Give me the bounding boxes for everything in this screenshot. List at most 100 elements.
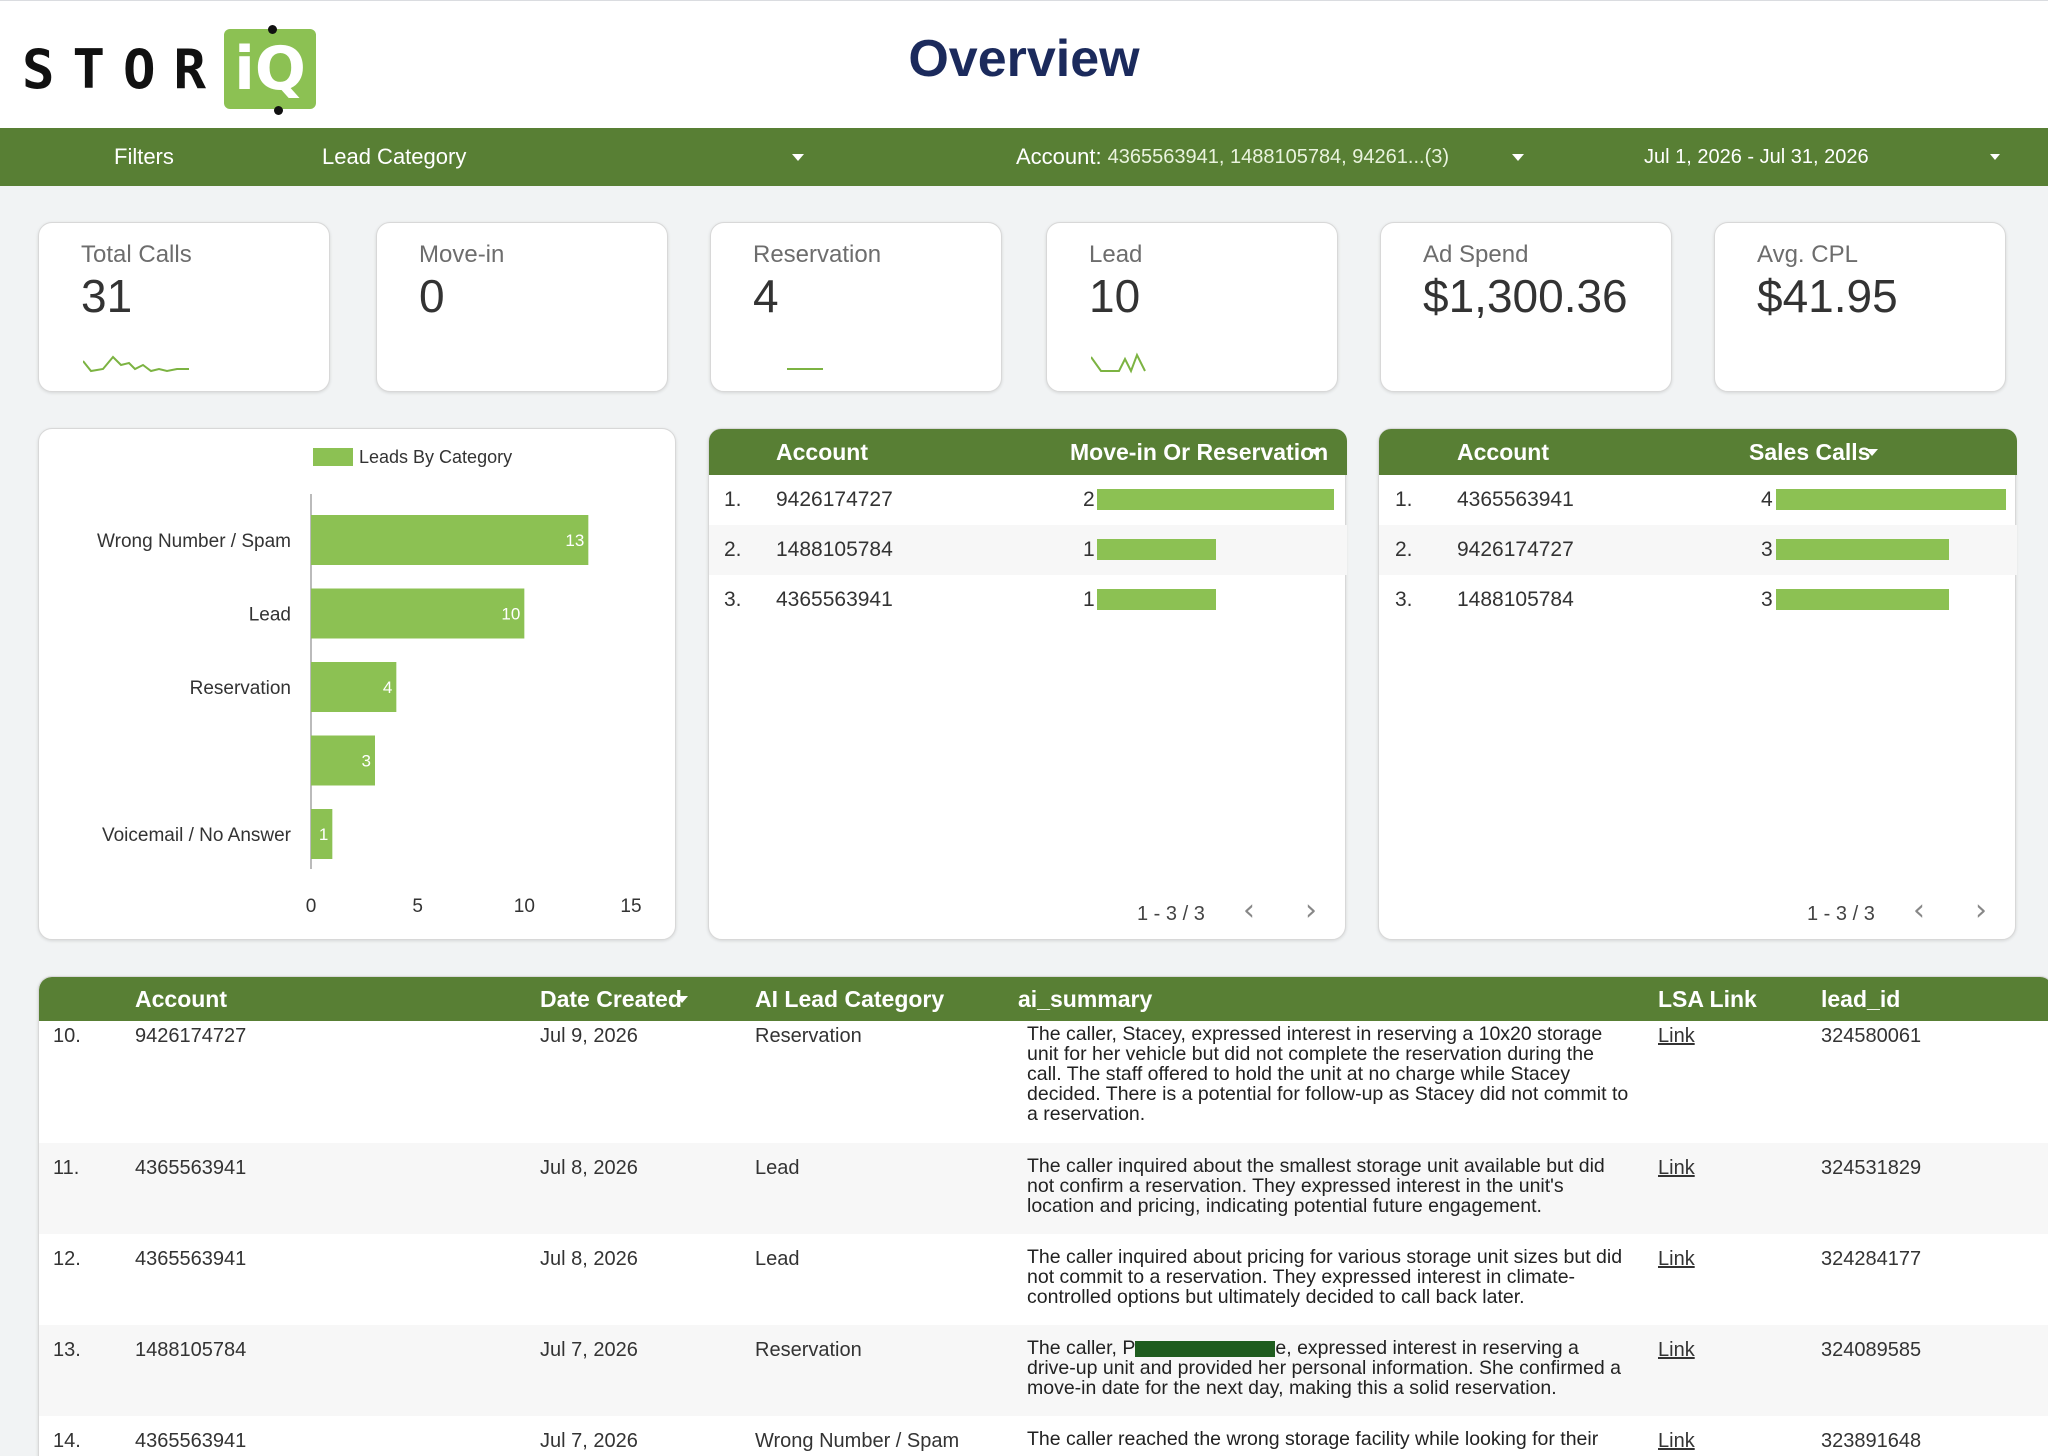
col-lsa-link-header[interactable]: LSA Link xyxy=(1658,986,1757,1012)
table-row[interactable]: 3. 4365563941 1 xyxy=(709,575,1347,625)
kpi-label: Total Calls xyxy=(81,241,192,268)
col-ai-lead-category-header[interactable]: AI Lead Category xyxy=(755,986,945,1012)
table-row[interactable]: 2. 1488105784 1 xyxy=(709,525,1347,575)
col-account-header[interactable]: Account xyxy=(776,439,868,465)
lsa-link[interactable]: Link xyxy=(1658,1025,1695,1047)
row-account: 9426174727 xyxy=(1457,538,1574,561)
category-label: Reservation xyxy=(190,678,291,699)
account-filter[interactable]: Account: 4365563941, 1488105784, 94261..… xyxy=(1016,128,1524,186)
row-ai-lead-category: Reservation xyxy=(755,1025,862,1047)
logo-badge-text: iQ xyxy=(234,34,306,104)
kpi-value: $1,300.36 xyxy=(1423,270,1628,322)
col-account-header[interactable]: Account xyxy=(1457,439,1549,465)
col-date-created-header[interactable]: Date Created xyxy=(540,986,682,1012)
category-label: Lead xyxy=(249,605,291,626)
filter-bar: Filters Lead Category Account: 436556394… xyxy=(0,128,2048,186)
next-page-icon[interactable]: › xyxy=(1305,893,1317,928)
legend-swatch xyxy=(313,448,353,466)
kpi-card-total-calls: Total Calls 31 xyxy=(38,222,330,392)
table-row[interactable]: 1. 4365563941 4 xyxy=(1379,475,2017,525)
row-index: 3. xyxy=(1395,588,1413,611)
row-account: 1488105784 xyxy=(1457,588,1574,611)
kpi-card-avg-cpl: Avg. CPL $41.95 xyxy=(1714,222,2006,392)
leads-by-category-chart: Leads By Category 13 Wrong Number / Spam 1… xyxy=(38,428,676,940)
table-header: Account Move-in Or Reservation xyxy=(709,429,1347,475)
chevron-down-icon xyxy=(1990,154,2000,160)
sort-desc-icon[interactable] xyxy=(676,996,688,1003)
prev-page-icon[interactable]: ‹ xyxy=(1913,893,1925,928)
row-lead-id: 324284177 xyxy=(1821,1248,1922,1270)
row-value: 1 xyxy=(1083,538,1095,561)
sales-calls-table: Account Sales Calls 1. 4365563941 4 2. 9… xyxy=(1378,428,2017,940)
row-index: 3. xyxy=(724,588,742,611)
redaction-block xyxy=(1135,1340,1276,1357)
row-value-bar xyxy=(1776,539,1949,560)
pagination-label: 1 - 3 / 3 xyxy=(1137,903,1205,925)
col-account-header[interactable]: Account xyxy=(135,986,227,1012)
row-index: 10. xyxy=(53,1025,81,1047)
chart-bar[interactable] xyxy=(311,735,375,786)
table-row[interactable]: 13. 1488105784 Jul 7, 2026 Reservation T… xyxy=(39,1325,2048,1416)
x-tick-label: 10 xyxy=(514,896,535,917)
data-label: 1 xyxy=(319,825,328,844)
col-sales-calls-header[interactable]: Sales Calls xyxy=(1749,439,1871,465)
row-index: 1. xyxy=(724,488,742,511)
lsa-link[interactable]: Link xyxy=(1658,1248,1695,1270)
table-row[interactable]: 3. 1488105784 3 xyxy=(1379,575,2017,625)
storiq-logo[interactable]: STOR iQ xyxy=(22,19,317,119)
kpi-label: Avg. CPL xyxy=(1757,241,1858,268)
lsa-link[interactable]: Link xyxy=(1658,1339,1695,1361)
prev-page-icon[interactable]: ‹ xyxy=(1243,893,1255,928)
kpi-label: Ad Spend xyxy=(1423,241,1529,268)
chevron-down-icon xyxy=(792,154,804,161)
row-value: 2 xyxy=(1083,488,1095,511)
lsa-link[interactable]: Link xyxy=(1658,1430,1695,1452)
row-date-created: Jul 7, 2026 xyxy=(540,1430,638,1452)
kpi-value: 31 xyxy=(81,270,133,322)
data-label: 3 xyxy=(362,752,371,771)
row-account: 4365563941 xyxy=(135,1248,247,1270)
sort-desc-icon[interactable] xyxy=(1866,449,1878,456)
row-account: 9426174727 xyxy=(135,1025,247,1047)
lead-category-filter[interactable]: Lead Category xyxy=(322,128,804,186)
category-label: Wrong Number / Spam xyxy=(97,531,291,552)
chart-bar[interactable] xyxy=(311,515,589,565)
kpi-card-move-in: Move-in 0 xyxy=(376,222,668,392)
sort-desc-icon[interactable] xyxy=(1310,449,1322,456)
table-row[interactable]: 10. 9426174727 Jul 9, 2026 Reservation T… xyxy=(39,1021,2048,1143)
chart-bar[interactable] xyxy=(311,588,525,639)
chart-bar[interactable] xyxy=(311,809,333,859)
table-row[interactable]: 1. 9426174727 2 xyxy=(709,475,1347,525)
col-ai-summary-header[interactable]: ai_summary xyxy=(1018,986,1153,1012)
row-value-bar xyxy=(1097,489,1334,510)
date-range-value: Jul 1, 2026 - Jul 31, 2026 xyxy=(1644,145,1869,168)
row-account: 4365563941 xyxy=(135,1157,247,1179)
col-lead-id-header[interactable]: lead_id xyxy=(1821,986,1901,1012)
row-account: 9426174727 xyxy=(776,488,893,511)
lead-category-label: Lead Category xyxy=(322,144,467,169)
row-lead-id: 324580061 xyxy=(1821,1025,1922,1047)
lsa-link[interactable]: Link xyxy=(1658,1157,1695,1179)
move-in-reservation-table: Account Move-in Or Reservation 1. 942617… xyxy=(708,428,1347,940)
next-page-icon[interactable]: › xyxy=(1975,893,1987,928)
table-row[interactable]: 2. 9426174727 3 xyxy=(1379,525,2017,575)
table-row[interactable]: 12. 4365563941 Jul 8, 2026 Lead The call… xyxy=(39,1234,2048,1325)
sparkline-reservation xyxy=(787,368,823,370)
col-move-in-header[interactable]: Move-in Or Reservation xyxy=(1070,439,1329,465)
table-row[interactable]: 11. 4365563941 Jul 8, 2026 Lead The call… xyxy=(39,1143,2048,1234)
pagination-label: 1 - 3 / 3 xyxy=(1807,903,1875,925)
row-ai-summary: The caller reached the wrong storage fac… xyxy=(1027,1428,1599,1450)
kpi-value: $41.95 xyxy=(1757,270,1898,322)
table-row[interactable]: 14. 4365563941 Jul 7, 2026 Wrong Number … xyxy=(39,1416,2048,1456)
row-ai-lead-category: Wrong Number / Spam xyxy=(755,1430,960,1452)
data-label: 10 xyxy=(501,605,520,624)
kpi-label: Reservation xyxy=(753,241,882,268)
row-index: 14. xyxy=(53,1430,81,1452)
row-index: 12. xyxy=(53,1248,81,1270)
chart-bar[interactable] xyxy=(311,662,397,712)
row-account: 4365563941 xyxy=(135,1430,247,1452)
date-range-filter[interactable]: Jul 1, 2026 - Jul 31, 2026 xyxy=(1644,128,2000,186)
row-lead-id: 324089585 xyxy=(1821,1339,1922,1361)
data-label: 13 xyxy=(565,531,584,550)
row-ai-lead-category: Lead xyxy=(755,1157,800,1179)
